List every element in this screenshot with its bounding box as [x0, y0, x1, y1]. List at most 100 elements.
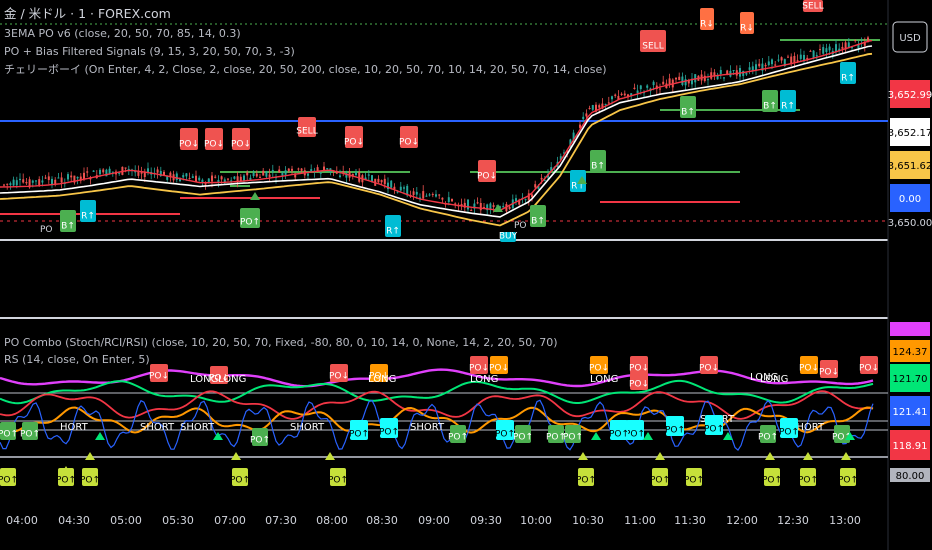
short-label: SHORT [290, 422, 325, 433]
candle-body [22, 179, 25, 183]
po-down-signal-bg [232, 128, 250, 150]
po-up-tag: PO↑ [684, 476, 704, 486]
po-up-tag: PO↑ [0, 476, 18, 486]
po-up-tag-bg [626, 420, 644, 440]
candle-body [35, 180, 37, 182]
candle-body [287, 168, 290, 171]
candle-body [355, 172, 357, 176]
ema-mid-line [0, 45, 873, 218]
lower-indicator-legend-2[interactable]: RS (14, close, On Enter, 5) [4, 353, 150, 366]
long-label: LONG [760, 374, 788, 385]
candle-body [691, 78, 693, 85]
candle-body [636, 90, 639, 93]
candle-body [502, 206, 505, 208]
sell-signal: SELL [642, 42, 663, 52]
candle-body [393, 186, 396, 190]
po-up-tag: PO↑ [20, 430, 40, 440]
candle-body [259, 176, 261, 178]
time-tick: 11:00 [624, 514, 656, 527]
candle-body [47, 176, 50, 181]
candle-body [3, 184, 5, 186]
candle-body [515, 198, 517, 202]
candle-body [169, 172, 172, 178]
candle-body [246, 172, 249, 176]
candle-body [611, 96, 613, 100]
up-triangle [95, 432, 105, 440]
candle-body [524, 199, 527, 201]
osc-tag-bg [890, 340, 930, 362]
candle-body [646, 85, 649, 88]
b-up-signal-bg [762, 90, 778, 112]
candle-body [627, 94, 629, 98]
po-down-tag: PO↓ [209, 374, 229, 384]
po-down-tag: PO↓ [819, 368, 839, 378]
candle-body [793, 55, 796, 64]
b-up-signal: B↑ [763, 102, 777, 112]
po-down-tag: PO↓ [589, 364, 609, 374]
short-label: HORT [60, 422, 89, 433]
candle-body [703, 75, 706, 82]
time-tick: 09:30 [470, 514, 502, 527]
b-up-signal-bg [530, 205, 546, 227]
candle-body [681, 76, 684, 85]
candle-body [438, 194, 441, 196]
candle-body [579, 124, 581, 128]
candle-body [825, 48, 828, 53]
price-tag-bg [890, 214, 930, 230]
osc-tag: 121.70 [893, 374, 928, 385]
candle-body [601, 103, 604, 109]
lower-indicator-legend-1[interactable]: PO Combo (Stoch/RCI/RSI) (close, 10, 20,… [4, 336, 558, 349]
up-triangle [493, 204, 503, 212]
candle-body [83, 172, 85, 180]
up-triangle-lime [655, 452, 665, 460]
candle-body [499, 206, 501, 208]
candle-body [585, 113, 588, 117]
candle-body [371, 175, 373, 182]
indicator-legend-3[interactable]: チェリーボーイ (On Enter, 4, 2, Close, 2, close… [4, 63, 607, 76]
candle-body [342, 171, 345, 173]
po-up-tag-bg [705, 415, 723, 435]
up-triangle-lime [61, 466, 71, 474]
candle-body [159, 170, 162, 176]
price-tag-bg [890, 151, 930, 179]
candle-body [582, 116, 585, 120]
po-up-tag: PO↑ [832, 433, 852, 443]
candle-body [403, 187, 405, 189]
candle-body [271, 169, 274, 172]
osc-tag: 80.00 [896, 471, 925, 482]
sell-signal-bg [803, 0, 823, 12]
candle-body [326, 168, 329, 170]
po-down-signal-bg [180, 128, 198, 150]
symbol-title[interactable]: 金 / 米ドル · 1 · FOREX.com [4, 6, 171, 21]
candle-body [787, 56, 789, 58]
candle-body [166, 175, 169, 180]
candle-body [614, 94, 617, 96]
candle-body [799, 54, 802, 59]
po-down-tag: PO↓ [859, 364, 879, 374]
indicator-legend-1[interactable]: 3EMA PO v6 (close, 20, 50, 70, 85, 14, 0… [4, 27, 241, 40]
b-up-signal: B↑ [531, 217, 545, 227]
po-up-tag: PO↑ [80, 476, 100, 486]
candle-body [108, 168, 111, 175]
candle-body [527, 193, 530, 200]
po-up-tag-bg [800, 468, 816, 486]
oscillator-lines [0, 368, 874, 452]
candle-body [726, 70, 729, 75]
r-up-signal: R↑ [841, 74, 855, 84]
candle-body [44, 177, 47, 179]
candle-body [179, 177, 181, 182]
osc-blue-line [0, 399, 874, 452]
po-up-tag-bg [780, 418, 798, 438]
candle-body [847, 42, 850, 49]
candle-body [607, 102, 610, 104]
candle-body [755, 64, 757, 71]
po-down-signal: PO↓ [204, 140, 224, 150]
candle-body [822, 47, 825, 54]
osc-green-line [0, 379, 874, 405]
indicator-legend-2[interactable]: PO + Bias Filtered Signals (9, 15, 3, 20… [4, 45, 295, 58]
r-up-signal-bg [570, 170, 586, 192]
osc-tag-bg [890, 430, 930, 460]
up-triangle-lime [803, 452, 813, 460]
candle-body [105, 169, 108, 177]
